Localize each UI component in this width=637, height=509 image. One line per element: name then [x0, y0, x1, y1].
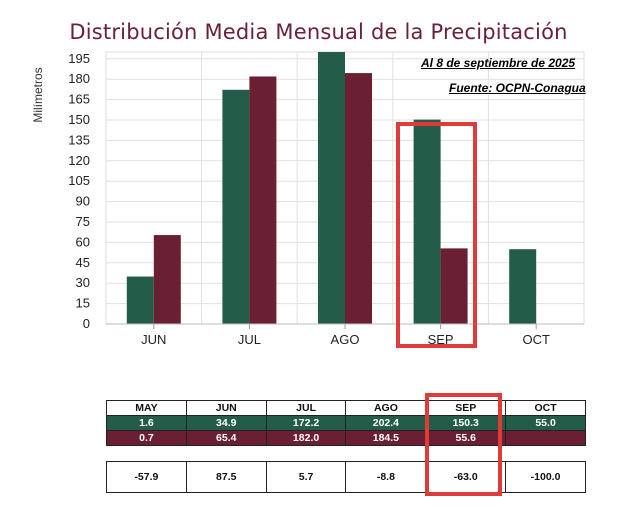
- precipitation-table: MAY JUN JUL AGO SEP OCT 1.6 34.9 172.2 2…: [106, 400, 586, 493]
- y-tick-label: 30: [76, 275, 90, 290]
- table-cell: 5.7: [265, 461, 347, 493]
- y-tick-label: 60: [76, 234, 90, 249]
- bar-jun-series-0: [126, 276, 154, 324]
- y-tick-label: 105: [68, 173, 90, 188]
- bar-jun-series-1: [153, 235, 181, 324]
- bar-ago-series-0: [318, 52, 345, 324]
- table-cell: -57.9: [106, 461, 187, 493]
- source-annotation: Fuente: OCPN-Conagua: [449, 81, 586, 95]
- chart-title: Distribución Media Mensual de la Precipi…: [69, 20, 568, 44]
- x-tick-label: JUL: [238, 332, 261, 347]
- table-spacer-row: [106, 445, 586, 462]
- col-header: SEP: [425, 400, 507, 416]
- bar-sep-series-0: [413, 119, 441, 324]
- y-tick-label: 195: [68, 51, 90, 66]
- col-header: OCT: [505, 400, 586, 416]
- y-tick-label: 75: [76, 214, 90, 229]
- table-cell: 172.2: [265, 415, 347, 431]
- y-tick-label: 165: [68, 92, 90, 107]
- date-annotation: Al 8 de septiembre de 2025: [421, 56, 576, 70]
- table-highlight-box: [425, 393, 502, 496]
- table-cell: 87.5: [185, 461, 267, 493]
- table-cell: 55.6: [425, 430, 507, 446]
- y-tick-label: 120: [68, 153, 90, 168]
- col-header: MAY: [106, 400, 187, 416]
- table-row-green: 1.6 34.9 172.2 202.4 150.3 55.0: [106, 415, 586, 431]
- bars-layer: [126, 52, 537, 324]
- table-cell: -63.0: [425, 461, 507, 493]
- data-table-container: MAY JUN JUL AGO SEP OCT 1.6 34.9 172.2 2…: [106, 400, 586, 493]
- col-header: JUN: [185, 400, 267, 416]
- table-cell: 1.6: [106, 415, 187, 431]
- bar-oct-series-0: [509, 249, 537, 324]
- table-cell: -100.0: [505, 461, 586, 493]
- y-tick-label: 180: [68, 71, 90, 86]
- col-header: JUL: [265, 400, 347, 416]
- table-cell: 184.5: [345, 430, 427, 446]
- y-tick-label: 150: [68, 112, 90, 127]
- col-header: AGO: [345, 400, 427, 416]
- table-cell: 55.0: [505, 415, 586, 431]
- table-row-red: 0.7 65.4 182.0 184.5 55.6: [106, 430, 586, 446]
- bar-jul-series-1: [249, 76, 277, 324]
- y-tick-label: 90: [76, 194, 90, 209]
- bar-jul-series-0: [222, 89, 250, 324]
- table-cell: 182.0: [265, 430, 347, 446]
- table-header-row: MAY JUN JUL AGO SEP OCT: [106, 400, 586, 416]
- y-tick-label: 15: [76, 296, 90, 311]
- y-tick-label: 0: [83, 316, 90, 331]
- bar-sep-series-1: [440, 248, 468, 324]
- x-tick-label: OCT: [522, 332, 550, 347]
- bar-chart: 0 15 30 45 60 75 90 105 120 135 150 165 180 195 JUN JUL…: [31, 51, 585, 347]
- table-row-difference: -57.9 87.5 5.7 -8.8 -63.0 -100.0: [106, 461, 586, 493]
- y-tick-label: 135: [68, 132, 90, 147]
- chart-highlight-box: [396, 122, 477, 348]
- table-cell: 34.9: [185, 415, 267, 431]
- table-cell: 0.7: [106, 430, 187, 446]
- table-cell: [505, 430, 586, 446]
- bar-ago-series-1: [345, 73, 372, 324]
- x-tick-label: JUN: [141, 332, 166, 347]
- x-tick-label: AGO: [331, 332, 360, 347]
- table-cell: -8.8: [345, 461, 427, 493]
- y-axis-label: Milímetros: [31, 67, 45, 122]
- table-cell: 202.4: [345, 415, 427, 431]
- table-cell: 65.4: [185, 430, 267, 446]
- axis-layer: 0 15 30 45 60 75 90 105 120 135 150 165 180 195 JUN JUL…: [68, 51, 584, 347]
- x-tick-label: SEP: [428, 332, 454, 347]
- y-tick-label: 45: [76, 255, 90, 270]
